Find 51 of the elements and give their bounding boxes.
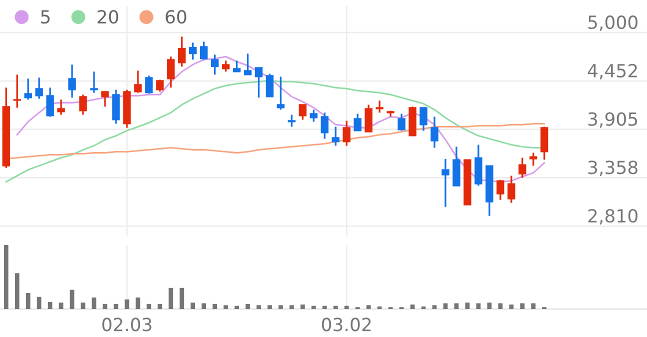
bar [180,288,184,310]
bar [70,290,74,310]
bar [278,305,283,310]
bar [36,296,42,310]
bar [520,303,525,310]
legend-label: 60 [166,10,186,24]
bar [26,293,30,310]
bar [202,303,206,310]
bar [58,302,64,310]
y-tick-label: 3,358 [588,160,638,176]
bar [366,305,371,310]
bar [14,273,20,310]
legend-label: 20 [98,10,118,24]
bar [212,304,218,310]
bar [158,304,162,310]
y-tick-label: 3,905 [588,112,638,128]
bar [333,306,338,310]
bar [268,305,272,310]
bar [476,303,481,310]
bar [92,298,96,310]
bar [256,305,261,310]
bar [487,302,492,310]
legend-label: 5 [41,10,50,24]
bar [124,299,130,310]
bar [377,306,382,310]
bar [290,305,294,310]
bar [190,302,196,310]
bar [4,245,8,310]
bar [410,304,415,310]
x-tick-label: 03.02 [322,318,371,332]
bar [234,306,239,310]
bar [300,304,305,310]
bar [136,298,140,310]
bar [311,306,316,310]
bar [465,302,470,310]
bar [224,305,228,310]
x-tick-label: 02.03 [102,318,152,332]
bar [344,306,349,310]
bar [509,304,514,310]
bar [432,305,437,310]
y-tick-label: 4,452 [588,64,637,80]
y-tick-label: 2,810 [588,209,638,225]
bar [80,302,86,310]
bar [48,302,52,310]
bar [168,288,174,310]
bar [498,303,503,310]
bar [531,303,536,310]
bar [246,304,250,310]
bar [146,304,152,310]
y-tick-label: 5,000 [588,15,638,31]
bar [322,306,327,310]
